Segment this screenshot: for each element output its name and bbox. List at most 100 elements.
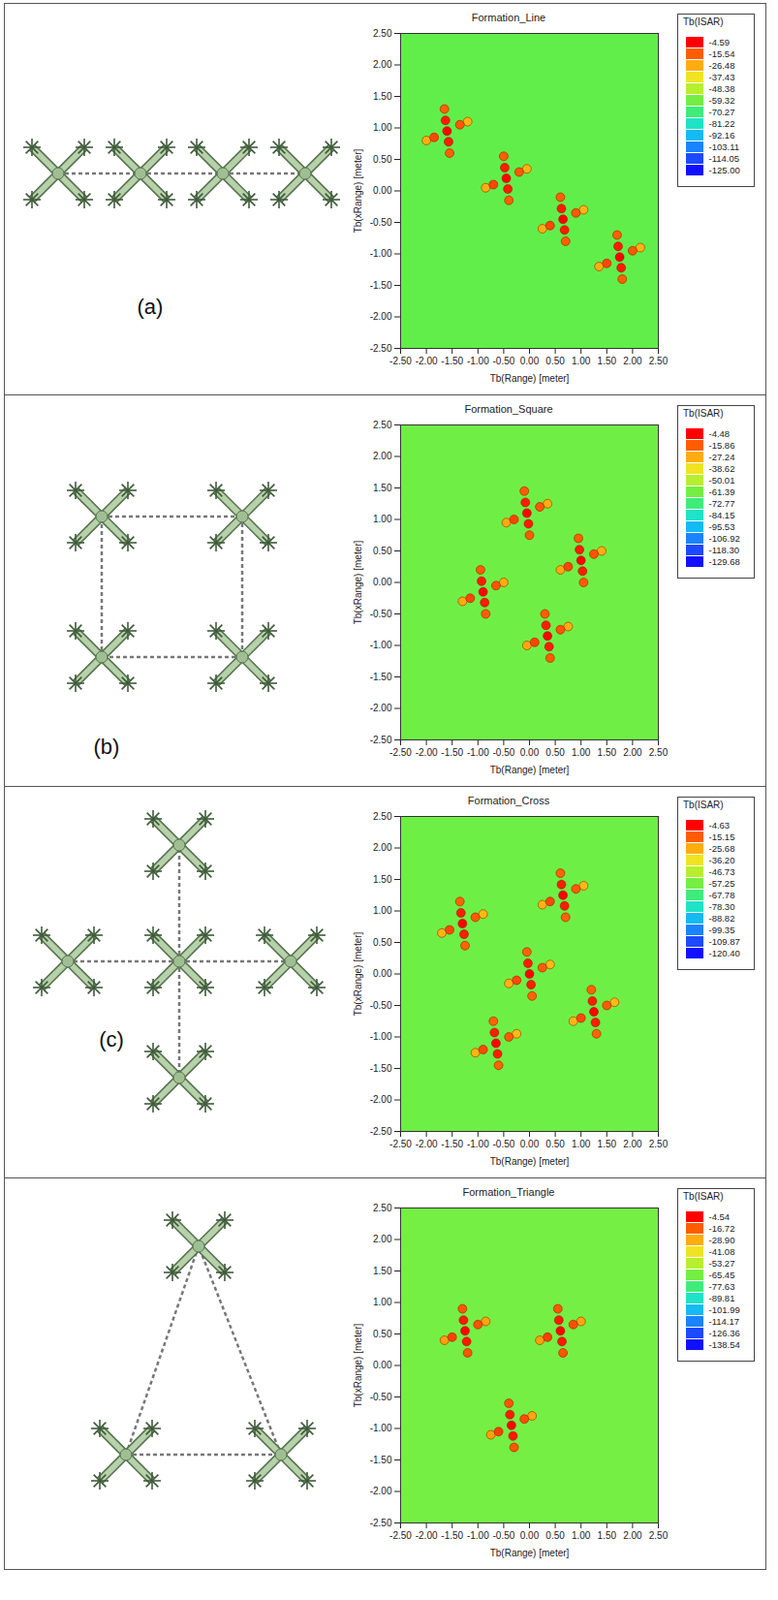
svg-text:-0.50: -0.50 [493,1138,516,1150]
svg-text:-2.50: -2.50 [389,1529,412,1541]
svg-text:-1.50: -1.50 [370,280,393,291]
svg-text:1.00: 1.00 [571,1529,592,1541]
svg-text:-1.00: -1.00 [466,355,490,367]
svg-text:-1.00: -1.00 [370,1422,393,1433]
svg-text:-1.50: -1.50 [440,1529,464,1541]
svg-text:Tb(xRange) [meter]: Tb(xRange) [meter] [352,539,364,624]
svg-text:(c): (c) [98,1026,125,1052]
svg-text:2.50: 2.50 [649,1138,669,1150]
svg-text:-1.00: -1.00 [466,746,490,758]
svg-text:0.00: 0.00 [373,967,393,979]
svg-text:-53.27: -53.27 [709,1257,736,1269]
svg-text:2.00: 2.00 [373,450,393,462]
svg-text:-50.01: -50.01 [709,474,736,486]
svg-text:(a): (a) [137,294,164,319]
svg-text:1.00: 1.00 [571,1138,592,1150]
svg-text:1.50: 1.50 [597,746,618,758]
svg-text:-1.00: -1.00 [370,1030,393,1042]
svg-text:2.00: 2.00 [373,59,393,70]
svg-text:-2.00: -2.00 [370,311,393,322]
svg-text:Tb(Range) [meter]: Tb(Range) [meter] [490,764,570,776]
svg-text:-77.63: -77.63 [709,1280,736,1292]
svg-text:-1.00: -1.00 [370,639,393,651]
svg-text:-2.50: -2.50 [389,1138,412,1150]
svg-text:-65.45: -65.45 [709,1269,736,1280]
svg-text:-1.50: -1.50 [440,746,464,758]
svg-text:0.00: 0.00 [373,1359,393,1370]
svg-text:-0.50: -0.50 [493,355,516,367]
svg-text:-61.39: -61.39 [709,486,736,498]
svg-text:-1.50: -1.50 [440,1138,464,1150]
svg-text:-120.40: -120.40 [709,947,741,959]
svg-text:2.00: 2.00 [622,1529,643,1541]
svg-text:0.00: 0.00 [520,1138,540,1150]
svg-text:-1.50: -1.50 [370,1454,393,1465]
svg-text:-84.15: -84.15 [709,509,736,521]
svg-text:-0.50: -0.50 [370,1391,393,1402]
svg-text:-88.82: -88.82 [709,912,736,924]
svg-text:-125.00: -125.00 [709,164,741,176]
svg-text:-118.30: -118.30 [709,544,741,556]
svg-text:-2.00: -2.00 [370,1093,393,1105]
svg-text:-59.32: -59.32 [709,94,736,106]
svg-text:-1.00: -1.00 [466,1138,490,1150]
svg-text:2.50: 2.50 [649,746,669,758]
svg-text:-1.50: -1.50 [370,671,393,683]
svg-text:-101.99: -101.99 [709,1304,741,1315]
svg-text:-126.36: -126.36 [709,1327,741,1339]
svg-text:-2.50: -2.50 [370,1517,393,1528]
svg-text:Tb(Range) [meter]: Tb(Range) [meter] [490,373,570,384]
svg-text:2.50: 2.50 [373,28,393,39]
svg-text:-0.50: -0.50 [370,999,393,1011]
svg-text:2.00: 2.00 [622,746,643,758]
svg-text:1.50: 1.50 [373,91,393,102]
svg-text:-4.59: -4.59 [709,36,731,48]
svg-text:1.00: 1.00 [373,1296,393,1308]
svg-text:2.00: 2.00 [622,1138,643,1150]
svg-text:-0.50: -0.50 [493,746,516,758]
svg-text:-2.00: -2.00 [370,1485,393,1496]
svg-text:1.00: 1.00 [571,355,592,367]
svg-text:0.00: 0.00 [373,185,393,196]
svg-text:2.00: 2.00 [622,355,643,367]
svg-text:1.50: 1.50 [597,355,618,367]
svg-text:-2.50: -2.50 [389,355,412,367]
svg-text:2.50: 2.50 [373,1202,393,1214]
svg-text:1.50: 1.50 [373,482,393,494]
svg-text:0.50: 0.50 [373,154,393,165]
svg-text:Tb(xRange) [meter]: Tb(xRange) [meter] [352,148,364,233]
svg-text:-48.38: -48.38 [709,83,736,94]
svg-text:0.00: 0.00 [520,355,540,367]
svg-text:-25.68: -25.68 [709,842,736,854]
svg-text:1.50: 1.50 [373,873,393,885]
svg-text:1.50: 1.50 [597,1529,618,1541]
svg-text:-38.62: -38.62 [709,463,736,474]
svg-text:-4.63: -4.63 [709,819,731,831]
svg-text:(b): (b) [93,734,121,759]
svg-text:0.50: 0.50 [545,746,565,758]
svg-text:-28.90: -28.90 [709,1234,736,1245]
svg-text:-37.43: -37.43 [709,71,736,83]
svg-text:-72.77: -72.77 [709,497,736,509]
svg-text:0.50: 0.50 [545,355,565,367]
svg-text:0.50: 0.50 [373,936,393,948]
svg-text:-2.50: -2.50 [389,746,412,758]
svg-text:0.50: 0.50 [373,545,393,557]
svg-text:-16.72: -16.72 [709,1222,736,1234]
svg-text:-57.25: -57.25 [709,877,736,889]
svg-text:-99.35: -99.35 [709,924,736,935]
svg-text:-78.30: -78.30 [709,901,736,912]
svg-text:-46.73: -46.73 [709,866,736,877]
svg-text:-41.08: -41.08 [709,1245,736,1257]
svg-text:-109.87: -109.87 [709,935,741,947]
svg-text:-2.50: -2.50 [370,342,393,354]
svg-text:-89.81: -89.81 [709,1292,736,1304]
svg-text:-114.17: -114.17 [709,1315,741,1327]
svg-text:-0.50: -0.50 [493,1529,516,1541]
svg-text:0.00: 0.00 [520,746,540,758]
svg-text:-103.11: -103.11 [709,141,741,153]
svg-text:-129.68: -129.68 [709,556,741,567]
svg-text:2.50: 2.50 [649,1529,669,1541]
svg-text:2.00: 2.00 [373,841,393,853]
svg-text:1.00: 1.00 [373,513,393,525]
